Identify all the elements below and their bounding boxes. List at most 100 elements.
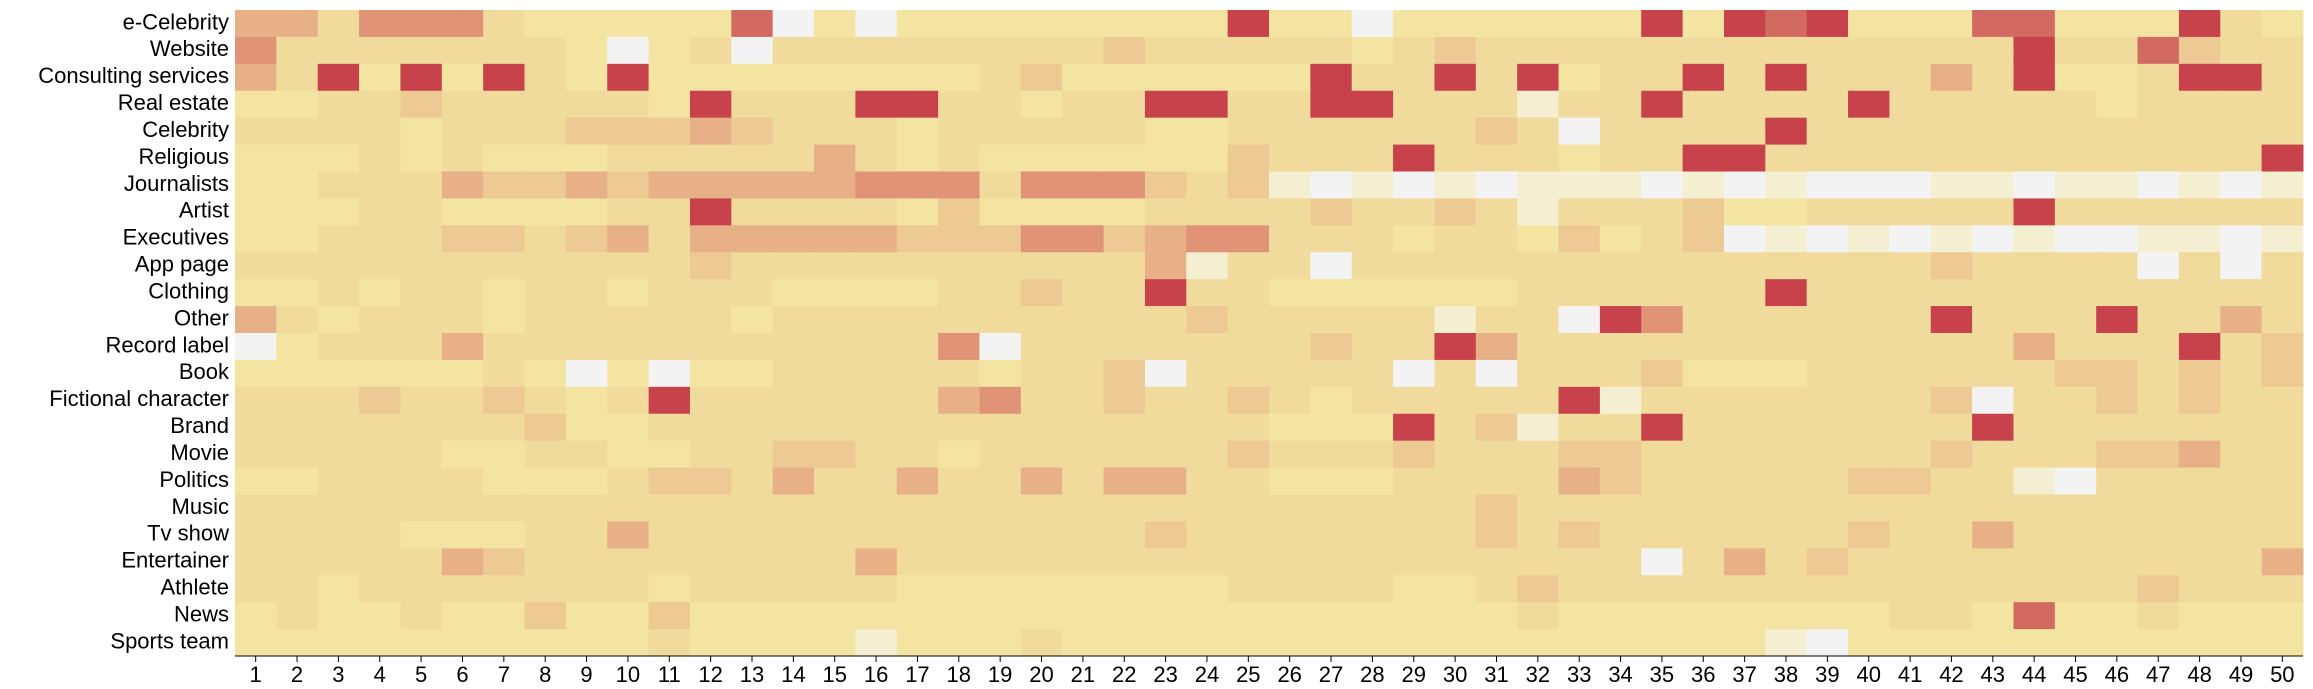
x-tick-label: 41 xyxy=(1898,662,1922,687)
heat-cell xyxy=(1310,413,1353,442)
x-tick-label: 42 xyxy=(1939,662,1963,687)
heat-cell xyxy=(276,36,319,65)
heat-cell xyxy=(648,333,691,361)
heat-cell xyxy=(1599,171,1642,199)
heat-cell xyxy=(565,306,608,334)
heat-cell xyxy=(2054,575,2097,603)
heat-cell xyxy=(1682,10,1725,38)
heat-cell xyxy=(235,359,277,388)
heat-cell xyxy=(1599,117,1642,146)
heat-cell xyxy=(1475,36,1518,65)
heat-cell xyxy=(2261,198,2304,226)
heat-cell xyxy=(689,198,732,226)
heat-cell xyxy=(1020,602,1063,630)
heat-cell xyxy=(276,333,319,361)
heat-cell xyxy=(1434,413,1477,442)
heat-cell xyxy=(2013,171,2056,199)
heat-cell xyxy=(979,440,1022,469)
heat-cell xyxy=(2054,602,2097,630)
heat-cell xyxy=(855,629,898,657)
heat-cell xyxy=(648,548,691,576)
heat-cell xyxy=(1930,144,1973,172)
y-tick-label: Fictional character xyxy=(49,386,229,411)
heat-cell xyxy=(1475,171,1518,199)
heat-cell xyxy=(607,494,650,522)
heat-cell xyxy=(1641,63,1684,92)
heat-cell xyxy=(2013,386,2056,415)
heat-cell xyxy=(896,117,939,146)
heat-cell xyxy=(1103,521,1146,549)
heat-cell xyxy=(1351,90,1394,119)
heat-cell xyxy=(2054,171,2097,199)
heat-cell xyxy=(1848,36,1890,65)
heat-cell xyxy=(359,36,401,65)
heat-cell xyxy=(317,279,360,307)
heat-cell xyxy=(1269,144,1311,172)
heat-cell xyxy=(276,602,319,630)
heat-cell xyxy=(1351,467,1394,495)
heat-cell xyxy=(1889,440,1932,469)
heat-cell xyxy=(1310,333,1353,361)
heat-cell xyxy=(565,225,608,253)
heat-cell xyxy=(1186,440,1229,469)
heat-cell xyxy=(1889,171,1932,199)
heat-cell xyxy=(1517,521,1560,549)
heat-cell xyxy=(1351,279,1394,307)
heat-cell xyxy=(1972,440,2014,469)
heat-cell xyxy=(1848,413,1890,442)
heat-cell xyxy=(1972,521,2014,549)
heat-cell xyxy=(855,413,898,442)
heat-cell xyxy=(2096,494,2139,522)
heat-cell xyxy=(2096,10,2139,38)
x-tick-label: 38 xyxy=(1774,662,1798,687)
heat-cell xyxy=(276,63,319,92)
y-tick-label: App page xyxy=(135,252,229,277)
heat-cell xyxy=(2220,602,2263,630)
heat-cell xyxy=(938,333,980,361)
heat-cell xyxy=(1393,494,1435,522)
heat-cell xyxy=(2096,333,2139,361)
heat-cell xyxy=(235,117,277,146)
heat-cell xyxy=(524,333,567,361)
heat-cell xyxy=(1682,629,1725,657)
heat-cell xyxy=(1144,602,1187,630)
heat-cell xyxy=(1765,575,1808,603)
heat-cell xyxy=(1144,440,1187,469)
heat-cell xyxy=(938,171,980,199)
heat-cell xyxy=(2137,413,2180,442)
heat-cell xyxy=(2178,36,2221,65)
heat-cell xyxy=(1599,575,1642,603)
heat-cell xyxy=(1765,252,1808,280)
heat-cell xyxy=(814,521,856,549)
heat-cell xyxy=(2013,575,2056,603)
heat-cell xyxy=(1020,548,1063,576)
heat-cell xyxy=(483,117,526,146)
heat-cell xyxy=(1393,198,1435,226)
heat-cell xyxy=(2220,386,2263,415)
heat-cell xyxy=(1103,279,1146,307)
heat-cell xyxy=(1475,413,1518,442)
heat-cell xyxy=(1269,359,1311,388)
heat-cell xyxy=(317,10,360,38)
y-tick-label: Brand xyxy=(170,413,229,438)
heat-cell xyxy=(2137,225,2180,253)
heat-cell xyxy=(2054,10,2097,38)
heat-cell xyxy=(317,225,360,253)
heat-cell xyxy=(2013,279,2056,307)
heat-cell xyxy=(1682,306,1725,334)
heat-cell xyxy=(1351,413,1394,442)
heat-cell xyxy=(1558,333,1601,361)
x-tick-label: 17 xyxy=(905,662,929,687)
heat-cell xyxy=(772,198,815,226)
heat-cell xyxy=(1186,279,1229,307)
heat-cell xyxy=(2220,494,2263,522)
heat-cell xyxy=(1144,467,1187,495)
heat-cell xyxy=(2054,386,2097,415)
heat-cell xyxy=(1103,90,1146,119)
heat-cell xyxy=(1765,333,1808,361)
y-tick-label: Other xyxy=(174,305,229,330)
heat-cell xyxy=(1351,306,1394,334)
heat-cell xyxy=(772,225,815,253)
heat-cell xyxy=(1310,386,1353,415)
heat-cell xyxy=(1310,36,1353,65)
